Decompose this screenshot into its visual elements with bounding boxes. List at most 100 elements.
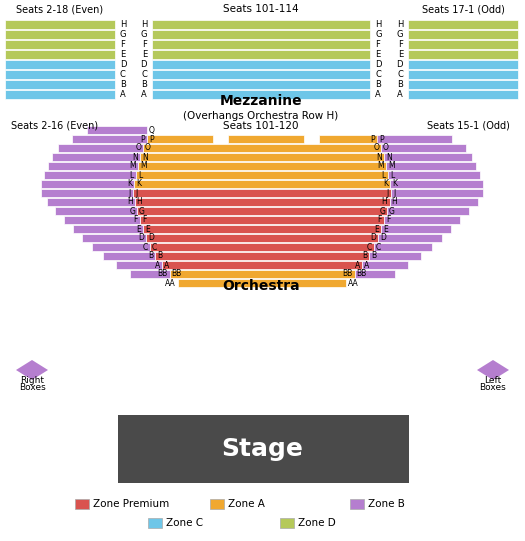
Bar [152,90,370,99]
Text: J: J [135,188,137,197]
Text: Zone B: Zone B [368,499,405,509]
Text: E: E [145,225,150,234]
Bar [408,80,518,89]
Text: E: E [375,50,380,59]
Text: C: C [141,70,147,79]
Text: E: E [383,225,388,234]
Text: G: G [129,207,135,215]
Text: O: O [145,143,151,153]
Bar [408,70,518,79]
Text: C: C [397,70,403,79]
Bar [44,171,136,179]
Bar [137,207,387,215]
Text: N: N [142,153,148,162]
Bar [41,180,134,188]
Text: D: D [141,60,147,69]
Text: C: C [367,242,372,252]
Bar [147,135,213,143]
Bar [47,198,134,206]
Text: Zone C: Zone C [166,518,203,528]
Text: A: A [375,90,381,99]
Bar [73,225,143,233]
Bar [391,189,483,197]
Text: K: K [383,180,388,188]
Text: G: G [141,30,147,39]
Bar [52,153,140,161]
Bar [210,499,224,509]
Bar [378,234,442,242]
Text: A: A [397,90,403,99]
Bar [390,198,478,206]
Bar [5,30,115,39]
Text: F: F [398,40,403,49]
Bar [152,60,370,69]
Bar [134,198,390,206]
Text: Seats 17-1 (Odd): Seats 17-1 (Odd) [422,4,505,14]
Text: K: K [392,180,397,188]
Text: Seats 2-18 (Even): Seats 2-18 (Even) [16,4,103,14]
Text: D: D [396,60,403,69]
Text: H: H [120,20,127,29]
Bar [103,252,155,260]
Text: BB: BB [356,269,367,279]
Text: H: H [141,20,147,29]
Bar [136,171,388,179]
Text: F: F [377,215,382,225]
Bar [384,153,472,161]
Bar [228,135,304,143]
Polygon shape [16,360,48,380]
Text: O: O [383,143,389,153]
Bar [87,126,147,134]
Bar [55,207,137,215]
Text: F: F [142,40,147,49]
Bar [130,270,170,278]
Text: H: H [375,20,381,29]
Bar [408,20,518,29]
Text: BB: BB [172,269,182,279]
Text: F: F [120,40,125,49]
Text: C: C [143,242,148,252]
Bar [48,162,138,170]
Text: A: A [364,261,369,269]
Bar [408,30,518,39]
Text: N: N [376,153,382,162]
Bar [150,243,374,251]
Text: C: C [375,70,381,79]
Text: Seats 15-1 (Odd): Seats 15-1 (Odd) [426,121,509,131]
Bar [5,50,115,59]
Text: H: H [136,197,142,207]
Bar [390,180,483,188]
Bar [381,144,466,152]
Text: Boxes: Boxes [18,383,45,392]
Bar [58,144,143,152]
Text: K: K [127,180,132,188]
Bar [374,243,432,251]
Text: Boxes: Boxes [480,383,507,392]
Bar [5,60,115,69]
Bar [162,261,362,269]
Text: D: D [148,234,154,242]
Text: Stage: Stage [221,437,303,461]
Text: BB: BB [342,269,352,279]
Text: D: D [375,60,382,69]
Bar [384,216,460,224]
Bar [5,70,115,79]
Bar [138,162,386,170]
Text: Left: Left [485,376,501,385]
Text: D: D [380,234,386,242]
Bar [146,234,378,242]
Bar [369,252,421,260]
Bar [362,261,408,269]
Bar [178,279,346,287]
Text: B: B [375,80,381,89]
Bar [92,243,150,251]
Text: G: G [396,30,403,39]
Bar [133,189,391,197]
Polygon shape [477,360,509,380]
Text: A: A [120,90,126,99]
Bar [155,252,369,260]
Bar [408,50,518,59]
Text: Zone D: Zone D [298,518,336,528]
Bar [354,270,394,278]
Bar [387,207,469,215]
